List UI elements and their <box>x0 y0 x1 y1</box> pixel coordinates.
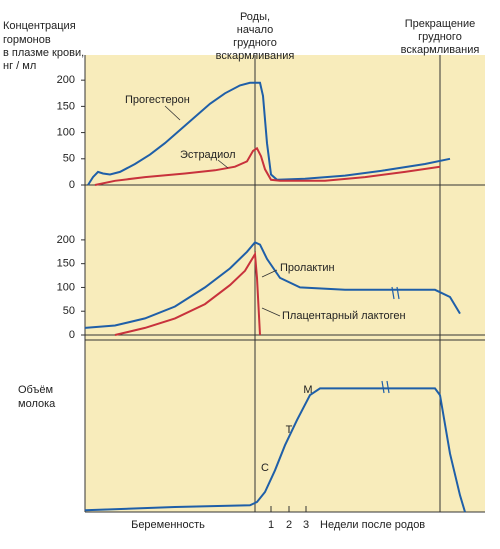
series-label: Эстрадиол <box>180 149 236 161</box>
series-line <box>94 146 441 186</box>
y-tick-label: 150 <box>57 258 75 270</box>
y-tick-label: 100 <box>57 126 75 138</box>
y-axis-label: Концентрация <box>3 20 76 32</box>
y-tick-label: 200 <box>57 234 75 246</box>
leader-line <box>261 269 278 278</box>
x-tick-label: 2 <box>286 519 292 531</box>
break-mark <box>386 380 390 394</box>
leader-line <box>261 307 281 317</box>
event-label: вскармливания <box>216 50 295 62</box>
leader-line <box>217 159 229 169</box>
event-label: вскармливания <box>401 44 480 56</box>
series-label: Прогестерон <box>125 94 190 106</box>
y-tick-label: 0 <box>69 179 75 191</box>
series-line <box>84 241 461 329</box>
event-label: грудного <box>418 31 462 43</box>
break-mark <box>381 380 385 394</box>
y-axis-label: гормонов <box>3 34 51 46</box>
series-line <box>84 387 466 513</box>
y-axis-label: нг / мл <box>3 60 36 72</box>
y-axis-label: в плазме крови, <box>3 47 84 59</box>
event-label: грудного <box>233 37 277 49</box>
x-tick-label: 3 <box>303 519 309 531</box>
y-axis-label: молока <box>18 398 56 410</box>
x-axis-label: Беременность <box>131 519 205 531</box>
plot-background <box>85 55 485 512</box>
leader-line <box>164 105 181 121</box>
series-label: Плацентарный лактоген <box>282 310 406 322</box>
y-tick-label: 0 <box>69 329 75 341</box>
x-tick-label: 1 <box>268 519 274 531</box>
series-label: Пролактин <box>280 262 335 274</box>
y-axis-label: Объём <box>18 384 53 396</box>
y-tick-label: 200 <box>57 74 75 86</box>
series-line <box>87 81 451 186</box>
event-label: Роды, <box>240 11 270 23</box>
event-label: начало <box>237 24 273 36</box>
event-label: Прекращение <box>405 18 476 30</box>
annotation: С <box>261 462 269 474</box>
x-axis-label: Недели после родов <box>320 519 425 531</box>
break-mark <box>391 286 395 300</box>
break-mark <box>396 286 400 300</box>
annotation: М <box>303 384 312 396</box>
y-tick-label: 100 <box>57 281 75 293</box>
series-line <box>114 251 261 336</box>
y-tick-label: 50 <box>63 153 75 165</box>
annotation: Т <box>286 424 293 436</box>
y-tick-label: 50 <box>63 305 75 317</box>
y-tick-label: 150 <box>57 100 75 112</box>
